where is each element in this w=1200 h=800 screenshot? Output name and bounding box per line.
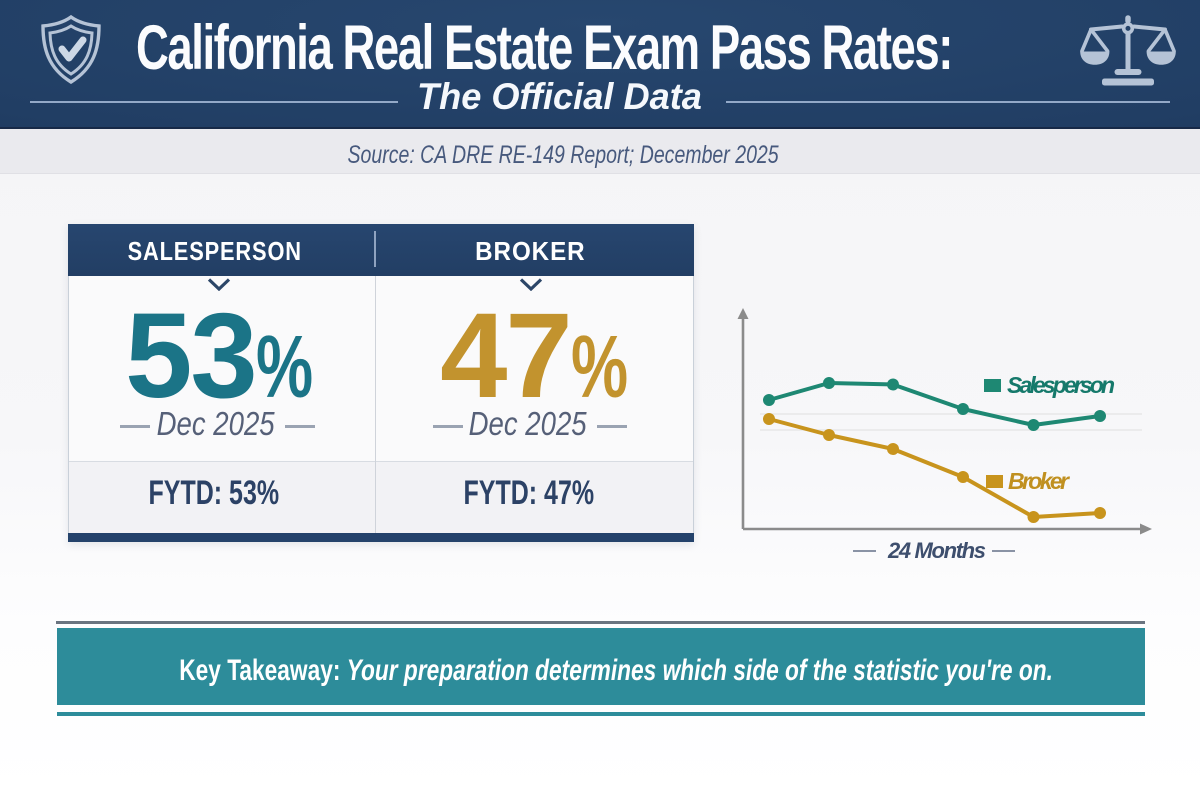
svg-text:24 Months: 24 Months — [887, 538, 986, 563]
svg-text:Broker: Broker — [1008, 468, 1070, 494]
svg-text:Salesperson: Salesperson — [1007, 372, 1115, 398]
